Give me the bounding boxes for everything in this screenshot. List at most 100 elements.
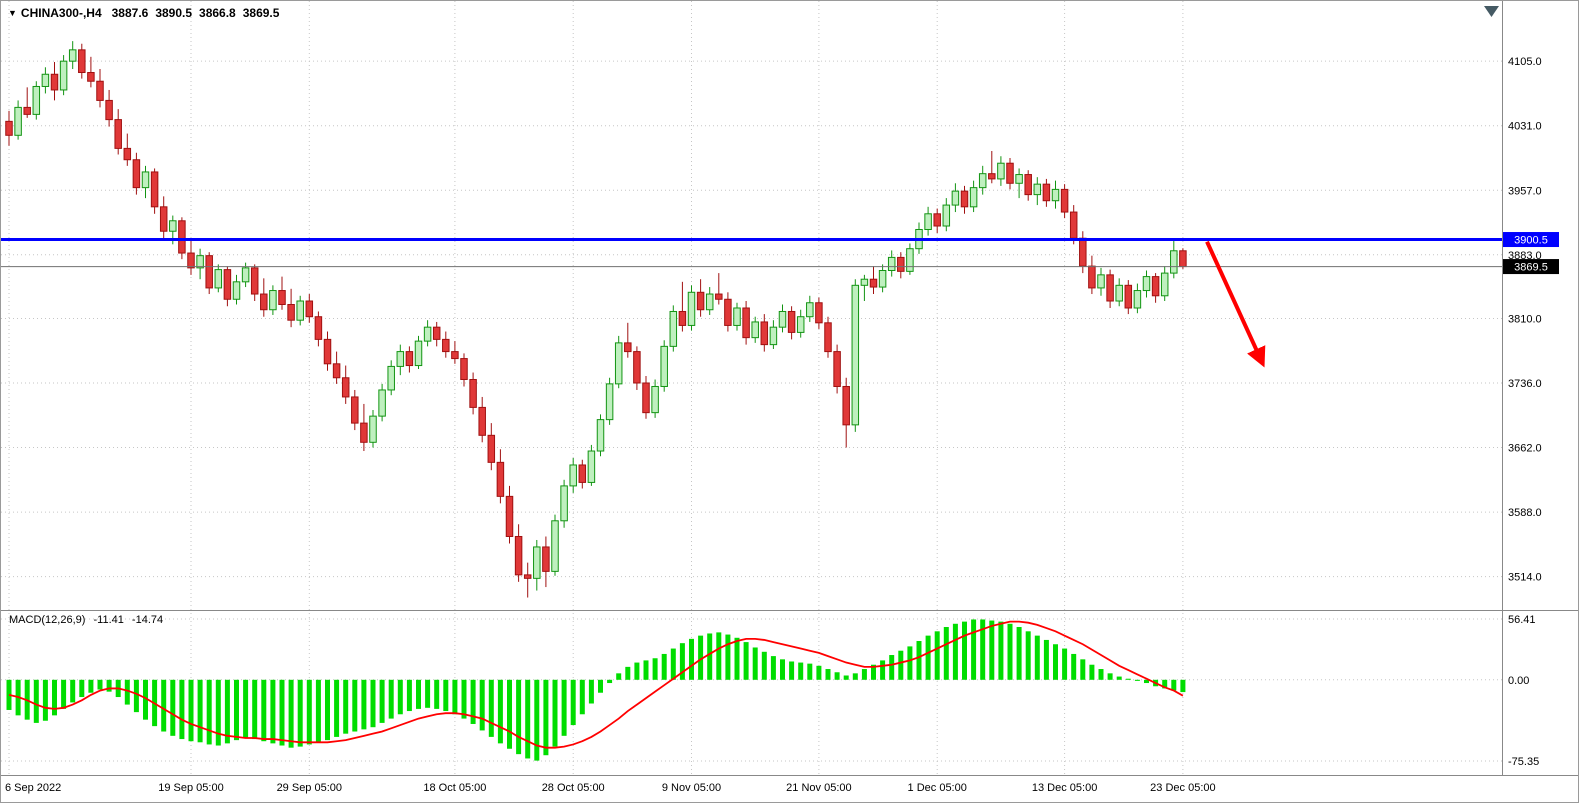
macd-histogram-bar — [798, 662, 804, 680]
macd-name: MACD(12,26,9) — [9, 614, 86, 626]
macd-histogram-bar — [725, 634, 731, 680]
candle — [1088, 255, 1096, 295]
macd-histogram-bar — [1080, 659, 1086, 680]
macd-histogram-bar — [1162, 679, 1168, 689]
price-axis-label: 3514.0 — [1508, 572, 1542, 584]
macd-histogram-bar — [388, 679, 394, 719]
macd-histogram-bar — [143, 679, 148, 720]
candle — [1033, 177, 1042, 206]
candle — [341, 365, 350, 404]
candle — [114, 109, 122, 155]
price-axis-label: 4031.0 — [1508, 121, 1542, 133]
candle — [451, 341, 459, 364]
candle — [369, 410, 377, 448]
candle — [469, 372, 477, 415]
time-axis-label: 21 Nov 05:00 — [786, 782, 851, 794]
macd-histogram-bar — [279, 679, 285, 746]
chart-shift-marker-icon[interactable] — [1484, 6, 1499, 17]
macd-histogram-bar — [325, 679, 330, 741]
candle — [1042, 178, 1051, 207]
candle — [514, 524, 523, 582]
macd-histogram-bar — [971, 619, 977, 680]
macd-histogram-bar — [880, 660, 886, 680]
candle — [14, 100, 22, 140]
price-axis-label: 4105.0 — [1508, 56, 1542, 68]
macd-histogram-bar — [1062, 648, 1068, 680]
macd-histogram-bar — [707, 633, 713, 680]
macd-histogram-bar — [679, 643, 685, 680]
candle — [187, 239, 195, 275]
svg-text:3869.5: 3869.5 — [1514, 262, 1548, 274]
macd-histogram-bar — [1007, 623, 1013, 680]
candle — [159, 196, 168, 239]
time-axis-label: 19 Sep 05:00 — [158, 782, 223, 794]
candle — [815, 297, 823, 329]
macd-histogram-bar — [1034, 635, 1040, 680]
macd-histogram-bar — [488, 679, 494, 737]
candle — [332, 351, 341, 384]
price-axis-label: 3957.0 — [1508, 185, 1542, 197]
candle — [651, 379, 659, 418]
macd-histogram-bar — [916, 641, 922, 680]
macd-histogram-bar — [1043, 639, 1049, 680]
macd-histogram-bar — [252, 679, 258, 740]
price-axis-label: 3662.0 — [1508, 443, 1542, 455]
macd-histogram-bar — [206, 679, 212, 745]
candle — [323, 331, 332, 371]
candle — [1160, 266, 1169, 302]
macd-histogram-bar — [133, 679, 139, 713]
candle — [578, 459, 587, 489]
macd-histogram-bar — [1116, 676, 1122, 680]
candle — [105, 89, 113, 127]
macd-histogram-bar — [525, 679, 531, 759]
macd-histogram-bar — [989, 620, 995, 680]
macd-histogram-bar — [852, 673, 858, 680]
candle — [988, 151, 996, 184]
macd-histogram-bar — [1180, 679, 1186, 693]
macd-histogram-bar — [52, 679, 57, 716]
macd-histogram-bar — [698, 635, 704, 680]
macd-histogram-bar — [871, 664, 876, 680]
macd-histogram-bar — [33, 679, 39, 723]
macd-histogram-bar — [843, 675, 849, 680]
macd-histogram-bar — [1144, 679, 1149, 684]
macd-histogram-bar — [780, 659, 785, 680]
macd-histogram-bar — [416, 679, 421, 709]
macd-histogram-bar — [1089, 664, 1095, 680]
candle — [442, 331, 450, 358]
candle — [705, 287, 714, 315]
candle — [378, 383, 386, 422]
macd-histogram-bar — [79, 679, 85, 698]
macd-histogram-bar — [42, 679, 48, 721]
macd-histogram-bar — [943, 627, 949, 680]
candle — [942, 198, 951, 232]
candle — [596, 414, 605, 457]
candle — [196, 248, 204, 280]
macd-histogram-bar — [479, 679, 485, 731]
candle — [933, 208, 941, 233]
candle — [1170, 239, 1178, 279]
candle — [778, 304, 787, 333]
candle — [414, 335, 423, 370]
macd-histogram-bar — [352, 679, 358, 732]
ohlc-high: 3890.5 — [155, 6, 193, 20]
candle — [614, 335, 623, 389]
candle — [824, 316, 832, 358]
candle — [387, 360, 395, 396]
macd-histogram-bar — [1125, 678, 1131, 680]
macd-histogram-bar — [861, 669, 867, 680]
macd-histogram-bar — [397, 679, 403, 715]
time-axis-label: 9 Nov 05:00 — [662, 782, 721, 794]
trend-arrow[interactable] — [1205, 240, 1266, 368]
candle — [605, 377, 614, 425]
macd-histogram-bar — [306, 679, 312, 745]
candle — [878, 264, 887, 293]
macd-histogram-bar — [124, 679, 130, 705]
time-axis-label: 18 Oct 05:00 — [423, 782, 486, 794]
macd-histogram-bar — [197, 679, 203, 743]
candle — [1024, 170, 1032, 201]
macd-histogram-bar — [952, 623, 958, 680]
chart-title: ▼ CHINA300-,H4 3887.6 3890.5 3866.8 3869… — [8, 6, 286, 20]
candle — [760, 314, 769, 352]
